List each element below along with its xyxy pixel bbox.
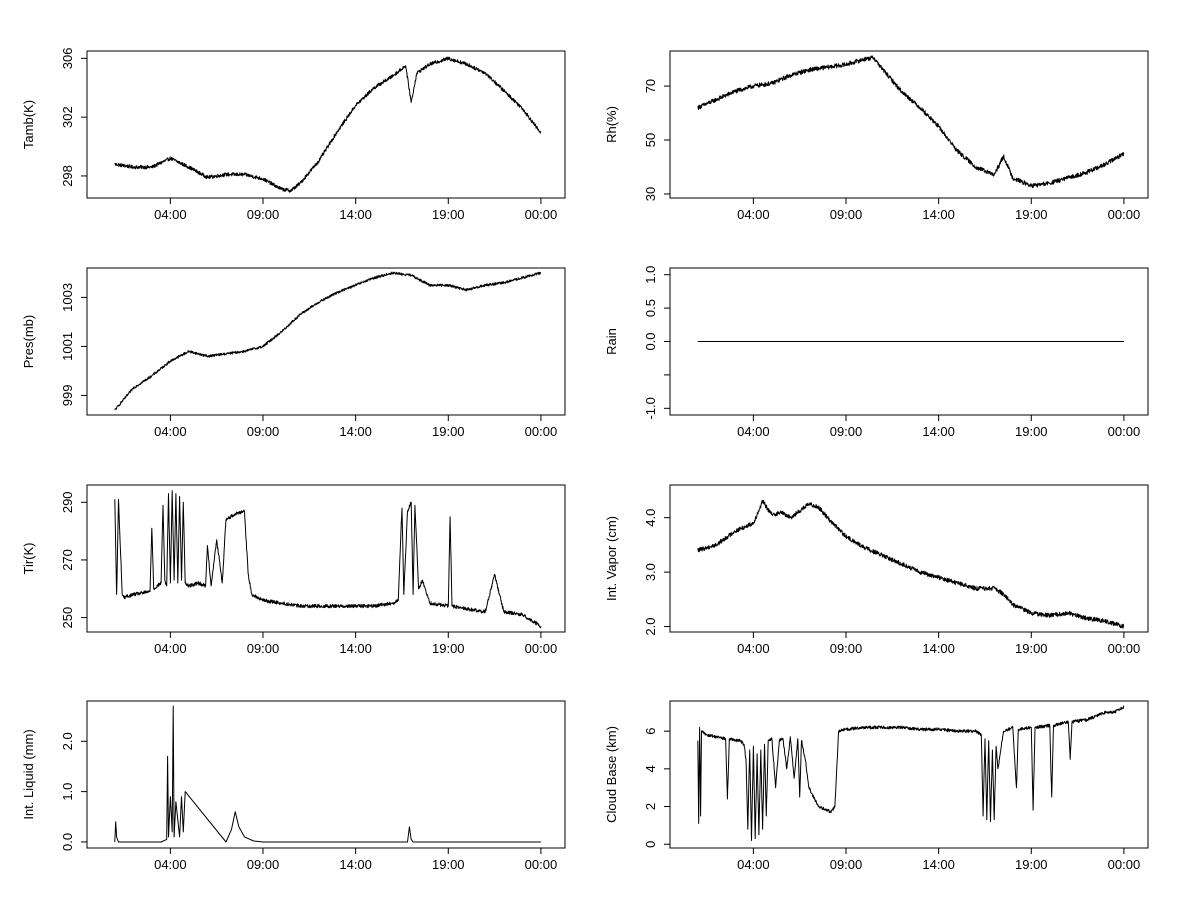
x-tick-label: 19:00 xyxy=(1015,857,1048,872)
series-line-tamb xyxy=(114,56,542,193)
x-tick-label: 00:00 xyxy=(525,857,558,872)
x-tick-label: 00:00 xyxy=(1108,207,1141,222)
y-axis-title: Cloud Base (km) xyxy=(604,726,619,823)
y-tick-label: 2.0 xyxy=(60,732,75,750)
x-tick-label: 19:00 xyxy=(432,424,465,439)
x-tick-label: 09:00 xyxy=(830,424,863,439)
y-tick-label: 30 xyxy=(643,187,658,201)
y-tick-label: 1.0 xyxy=(60,783,75,801)
series-line-int-liquid xyxy=(114,705,541,843)
y-axis-title: Tamb(K) xyxy=(21,100,36,149)
series-line-rh xyxy=(697,55,1125,189)
plot-frame xyxy=(86,700,566,849)
panel-int-vapor: 04:00 09:00 14:00 19:00 00:00 2.0 3.0 4.0 Int. V… xyxy=(604,484,1149,656)
y-tick-label: 3.0 xyxy=(643,563,658,581)
y-tick-label: 0.0 xyxy=(60,833,75,851)
y-tick-label: 70 xyxy=(643,79,658,93)
y-axis-title: Pres(mb) xyxy=(21,315,36,368)
x-tick-label: 04:00 xyxy=(154,857,187,872)
x-tick-label: 04:00 xyxy=(154,207,187,222)
x-tick-label: 14:00 xyxy=(922,424,955,439)
y-axis-title: Rh(%) xyxy=(604,106,619,143)
x-tick-label: 19:00 xyxy=(1015,424,1048,439)
x-tick-label: 19:00 xyxy=(432,857,465,872)
panel-cloud-base: 04:00 09:00 14:00 19:00 00:00 0 2 4 6 Cloud Base … xyxy=(604,700,1149,872)
y-tick-label: 302 xyxy=(60,106,75,128)
x-tick-label: 04:00 xyxy=(737,857,770,872)
x-tick-label: 09:00 xyxy=(830,857,863,872)
y-tick-label: 0 xyxy=(643,841,658,848)
series-line-cloud-base xyxy=(697,705,1125,841)
x-tick-label: 19:00 xyxy=(432,641,465,656)
y-tick-label: 1003 xyxy=(60,283,75,312)
y-axis-title: Rain xyxy=(604,328,619,355)
y-tick-label: 250 xyxy=(60,607,75,629)
series-line-pres xyxy=(114,271,542,411)
x-tick-label: 04:00 xyxy=(154,641,187,656)
y-tick-label: 290 xyxy=(60,491,75,513)
y-tick-label: 6 xyxy=(643,728,658,735)
panel-tamb: 04:00 09:00 14:00 19:00 00:00 298 302 306 Tamb(K… xyxy=(21,47,566,222)
x-tick-label: 00:00 xyxy=(525,641,558,656)
x-tick-label: 00:00 xyxy=(1108,424,1141,439)
y-tick-label: 4 xyxy=(643,765,658,772)
x-tick-label: 00:00 xyxy=(1108,857,1141,872)
plot-frame xyxy=(669,700,1149,849)
y-tick-label: 0.0 xyxy=(643,332,658,350)
y-tick-label: 306 xyxy=(60,47,75,69)
x-tick-label: 19:00 xyxy=(1015,207,1048,222)
x-tick-label: 04:00 xyxy=(737,207,770,222)
x-tick-label: 09:00 xyxy=(247,207,280,222)
y-tick-label: 0.5 xyxy=(643,299,658,317)
series-line-int-vapor xyxy=(697,499,1125,629)
y-tick-label: 50 xyxy=(643,133,658,147)
x-tick-label: 14:00 xyxy=(922,207,955,222)
y-tick-label: -1.0 xyxy=(643,397,658,419)
x-tick-label: 04:00 xyxy=(154,424,187,439)
y-tick-label: 1.0 xyxy=(643,266,658,284)
x-tick-label: 09:00 xyxy=(247,857,280,872)
y-tick-label: 298 xyxy=(60,165,75,187)
plot-frame xyxy=(669,484,1149,633)
plot-frame xyxy=(86,50,566,199)
series-line-tir xyxy=(114,490,542,629)
x-tick-label: 00:00 xyxy=(525,207,558,222)
x-tick-label: 09:00 xyxy=(830,207,863,222)
plot-frame xyxy=(669,50,1149,199)
x-tick-label: 14:00 xyxy=(922,857,955,872)
y-tick-label: 2.0 xyxy=(643,618,658,636)
y-axis-title: Tir(K) xyxy=(21,542,36,574)
panel-int-liquid: 04:00 09:00 14:00 19:00 00:00 0.0 1.0 2.0 Int. L… xyxy=(21,700,566,872)
x-tick-label: 00:00 xyxy=(525,424,558,439)
x-tick-label: 04:00 xyxy=(737,424,770,439)
x-tick-label: 14:00 xyxy=(339,207,372,222)
y-tick-label: 1001 xyxy=(60,332,75,361)
x-tick-label: 14:00 xyxy=(339,424,372,439)
x-tick-label: 09:00 xyxy=(830,641,863,656)
y-axis-title: Int. Liquid (mm) xyxy=(21,729,36,819)
x-tick-label: 00:00 xyxy=(1108,641,1141,656)
x-tick-label: 14:00 xyxy=(339,641,372,656)
plot-frame xyxy=(86,267,566,416)
x-tick-label: 09:00 xyxy=(247,641,280,656)
y-tick-label: 270 xyxy=(60,549,75,571)
panel-pres: 04:00 09:00 14:00 19:00 00:00 999 1001 1003 Pres… xyxy=(21,267,566,439)
panel-rh: 04:00 09:00 14:00 19:00 00:00 30 50 70 Rh(%) xyxy=(604,50,1149,222)
y-tick-label: 2 xyxy=(643,803,658,810)
x-tick-label: 19:00 xyxy=(1015,641,1048,656)
x-tick-label: 04:00 xyxy=(737,641,770,656)
x-tick-label: 14:00 xyxy=(922,641,955,656)
y-tick-label: 4.0 xyxy=(643,509,658,527)
plot-frame xyxy=(86,484,566,633)
x-tick-label: 14:00 xyxy=(339,857,372,872)
y-tick-label: 999 xyxy=(60,385,75,407)
panel-tir: 04:00 09:00 14:00 19:00 00:00 250 270 290 Tir(K) xyxy=(21,484,566,656)
y-axis-title: Int. Vapor (cm) xyxy=(604,516,619,601)
x-tick-label: 19:00 xyxy=(432,207,465,222)
x-tick-label: 09:00 xyxy=(247,424,280,439)
panel-rain: 04:00 09:00 14:00 19:00 00:00 -1.0 0.0 0.5 1.0 Ra… xyxy=(604,266,1149,439)
